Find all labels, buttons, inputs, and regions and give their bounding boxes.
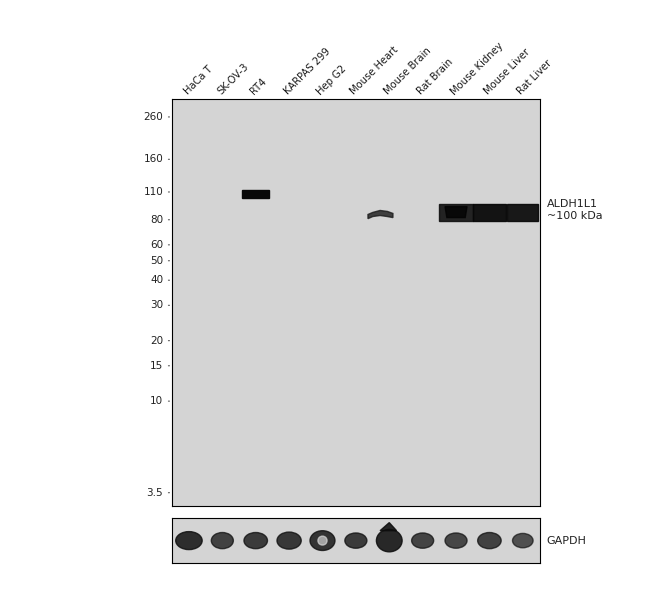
Ellipse shape [318,536,327,545]
Text: Mouse Liver: Mouse Liver [482,47,532,97]
Polygon shape [508,204,538,221]
Text: ~100 kDa: ~100 kDa [547,211,603,222]
Ellipse shape [512,533,533,547]
Text: 40: 40 [150,275,163,285]
Ellipse shape [277,532,301,549]
Text: 15: 15 [150,361,163,371]
Ellipse shape [176,532,202,550]
Text: Mouse Kidney: Mouse Kidney [449,41,505,97]
Ellipse shape [244,533,267,549]
Text: 10: 10 [150,396,163,406]
Ellipse shape [211,533,233,549]
Text: Mouse Heart: Mouse Heart [349,45,400,97]
Text: ALDH1L1: ALDH1L1 [547,198,598,208]
Polygon shape [445,207,467,217]
Ellipse shape [376,530,402,552]
Text: 80: 80 [150,215,163,225]
Polygon shape [380,522,396,531]
Text: 260: 260 [143,112,163,122]
Text: HaCa T: HaCa T [182,65,215,97]
Ellipse shape [411,533,434,548]
Text: 20: 20 [150,335,163,346]
Text: Hep G2: Hep G2 [315,63,349,97]
Text: SK-OV-3: SK-OV-3 [215,62,250,97]
Text: 50: 50 [150,256,163,266]
Text: 110: 110 [143,187,163,197]
Text: KARPAS 299: KARPAS 299 [282,47,332,97]
Ellipse shape [478,533,501,549]
Ellipse shape [345,533,367,548]
Text: 30: 30 [150,300,163,310]
Ellipse shape [310,531,335,550]
Polygon shape [473,204,506,221]
Text: 3.5: 3.5 [146,488,163,498]
Text: 60: 60 [150,240,163,250]
Text: Rat Brain: Rat Brain [415,57,455,97]
Text: Mouse Brain: Mouse Brain [382,46,433,97]
Polygon shape [439,204,473,221]
Polygon shape [368,210,393,219]
Text: 160: 160 [143,155,163,164]
Text: Rat Liver: Rat Liver [515,59,554,97]
Text: GAPDH: GAPDH [547,536,587,546]
Bar [242,190,270,198]
Text: RT4: RT4 [249,77,268,97]
Ellipse shape [445,533,467,548]
